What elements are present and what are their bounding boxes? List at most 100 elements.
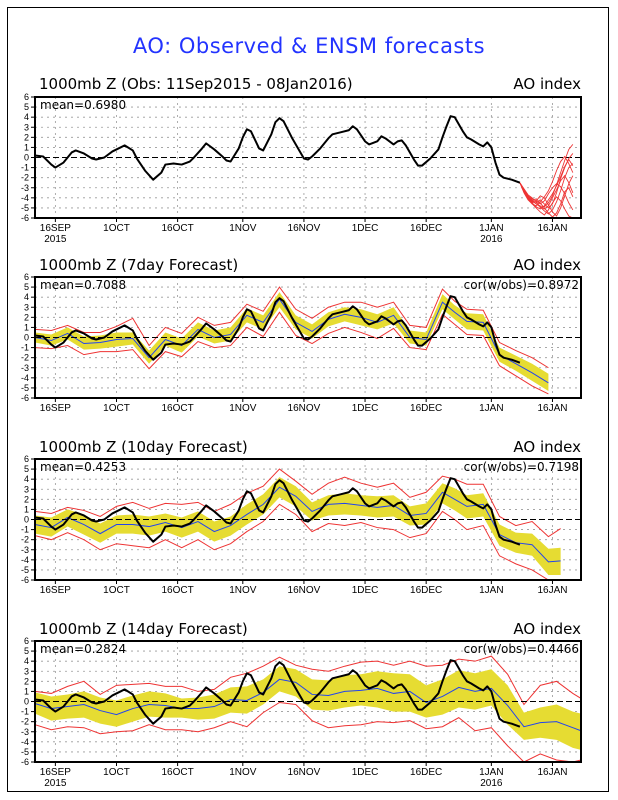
y-tick-label: 3 [24,666,29,676]
x-tick-label: 16JAN [537,223,567,234]
ensemble-member-line [519,182,574,219]
x-tick-year-label: 2016 [480,778,503,789]
observed-line [34,295,521,364]
x-tick-label: 16DEC [410,223,442,234]
y-tick-label: 5 [24,646,29,656]
x-tick-label: 16JAN [537,403,567,414]
x-tick-label: 1NOV [229,403,257,414]
y-tick-label: 5 [24,464,29,474]
y-tick-label: 5 [24,282,29,292]
x-tick-label: 16NOV [288,767,321,778]
y-tick-label: 2 [24,494,29,504]
x-tick-label: 1DEC [352,767,379,778]
mean-label: mean=0.6980 [40,98,126,112]
y-tick-label: 0 [24,153,29,163]
panel-right-label: AO index [513,75,581,93]
y-tick-label: -1 [21,343,29,353]
y-tick-label: -6 [21,213,29,223]
mean-label: mean=0.7088 [40,278,126,292]
figure-frame [7,7,609,792]
spread-band [35,666,581,750]
y-tick-label: 3 [24,484,29,494]
x-tick-label: 1NOV [229,223,257,234]
panel-right-label: AO index [513,256,581,274]
y-tick-label: -2 [21,717,29,727]
correlation-label: cor(w/obs)=0.7198 [464,460,579,474]
y-tick-label: 5 [24,102,29,112]
x-tick-label: 16OCT [161,223,193,234]
y-tick-label: 1 [24,686,29,696]
observed-line [34,659,521,728]
y-tick-label: 6 [24,92,29,102]
y-tick-label: 2 [24,132,29,142]
panel-right-label: AO index [513,438,581,456]
y-tick-label: -2 [21,173,29,183]
envelope-line [34,311,549,395]
x-tick-label: 16NOV [288,403,321,414]
y-tick-label: 3 [24,302,29,312]
y-tick-label: 0 [24,515,29,525]
y-tick-label: -2 [21,535,29,545]
x-tick-label: 16OCT [161,585,193,596]
x-tick-label: 16DEC [410,767,442,778]
x-tick-label: 1DEC [352,223,379,234]
spread-band [35,292,549,391]
y-tick-label: 6 [24,272,29,282]
x-tick-year-label: 2016 [480,234,503,245]
y-tick-label: -2 [21,353,29,363]
x-tick-year-label: 2015 [44,234,67,245]
y-tick-label: 6 [24,454,29,464]
panel-14day: 1000mb Z (14day Forecast) AO index [39,620,581,638]
x-tick-label: 1JAN [479,223,503,234]
correlation-label: cor(w/obs)=0.8972 [464,278,579,292]
y-tick-label: -5 [21,383,29,393]
y-tick-label: -5 [21,747,29,757]
x-tick-label: 1OCT [103,767,130,778]
y-tick-label: 2 [24,676,29,686]
x-tick-label: 16SEP [40,223,71,234]
y-tick-label: 4 [24,474,29,484]
y-tick-label: 3 [24,122,29,132]
x-tick-label: 1JAN [479,403,503,414]
ensemble-member-line [519,182,574,211]
y-tick-label: 1 [24,504,29,514]
y-tick-label: 0 [24,333,29,343]
x-tick-label: 1OCT [103,585,130,596]
y-tick-label: -6 [21,393,29,403]
y-tick-label: 2 [24,312,29,322]
y-tick-label: -3 [21,545,29,555]
y-tick-label: 6 [24,636,29,646]
ensemble-member-line [519,155,574,207]
y-tick-label: -5 [21,565,29,575]
x-tick-label: 16SEP [40,767,71,778]
x-tick-year-label: 2015 [44,778,67,789]
x-tick-label: 1JAN [479,767,503,778]
ensemble-member-line [519,158,574,210]
y-tick-label: 4 [24,656,29,666]
y-tick-label: 0 [24,697,29,707]
envelope-line [34,655,582,706]
y-tick-label: -6 [21,757,29,767]
x-tick-label: 16JAN [537,585,567,596]
y-tick-label: -4 [21,373,29,383]
envelope-line [34,468,561,538]
x-tick-label: 16SEP [40,403,71,414]
y-tick-label: 4 [24,112,29,122]
envelope-line [34,286,549,369]
observed-line [34,115,521,184]
figure-title: AO: Observed & ENSM forecasts [132,34,486,58]
y-tick-label: -6 [21,575,29,585]
x-tick-label: 16NOV [288,223,321,234]
y-tick-label: -4 [21,193,29,203]
y-tick-label: -4 [21,737,29,747]
x-tick-label: 1OCT [103,403,130,414]
y-tick-label: 1 [24,322,29,332]
ensemble-mean-line [34,486,561,563]
x-tick-label: 16NOV [288,585,321,596]
panel-7day: 1000mb Z (7day Forecast) AO index [39,256,581,274]
y-tick-label: -3 [21,363,29,373]
